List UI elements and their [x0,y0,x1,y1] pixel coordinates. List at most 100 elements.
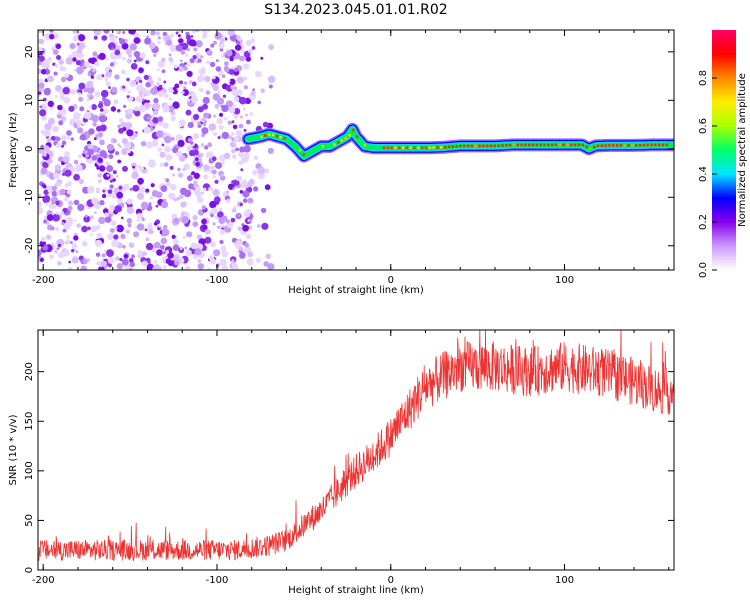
noise-blob [62,207,68,214]
noise-blob [111,193,117,199]
noise-blob [121,42,129,50]
noise-blob [194,182,198,186]
noise-blob [145,60,150,65]
noise-blob [183,86,187,90]
noise-blob [193,133,200,140]
noise-blob [268,84,273,89]
noise-blob [115,256,120,261]
noise-blob [40,68,47,75]
noise-blob [139,79,143,83]
noise-blob [125,229,131,234]
colorbar-label: Normalized spectral amplitude [737,73,748,227]
noise-blob [113,234,119,240]
noise-blob [190,35,194,38]
noise-blob [54,64,59,68]
noise-blob [96,232,102,239]
noise-blob [189,39,197,47]
noise-blob [118,118,124,123]
noise-blob [222,265,229,270]
noise-blob [245,233,252,240]
noise-blob [60,135,67,141]
noise-blob [103,30,110,34]
noise-blob [46,137,52,142]
noise-blob [192,55,197,60]
noise-blob [181,90,185,95]
noise-blob [180,50,186,55]
noise-blob [87,148,94,156]
noise-blob [168,57,173,62]
snr-y-tick-label: 150 [24,412,35,431]
noise-blob [95,187,101,192]
noise-blob [187,98,191,102]
noise-blob [220,104,224,108]
snr-y-tick-label: 100 [24,461,35,480]
signal-track-peak [512,143,516,147]
noise-blob [170,33,175,38]
noise-blob [110,220,117,226]
signal-track-peak [405,146,409,150]
spectrogram-x-tick-label: 100 [555,275,574,286]
noise-blob [199,152,204,157]
noise-blob [132,184,140,192]
noise-blob [67,266,73,270]
noise-blob [132,165,136,169]
noise-blob [101,253,106,258]
noise-blob [201,133,206,138]
noise-blob [122,31,126,34]
noise-blob [174,260,180,266]
noise-blob [233,115,238,119]
signal-track-peak [455,145,458,148]
signal-track-peak [612,144,615,147]
noise-blob [176,150,183,158]
noise-blob [178,172,184,178]
noise-blob [153,123,157,127]
noise-blob [59,95,65,100]
noise-blob [60,76,67,83]
noise-blob [38,55,45,62]
noise-blob [136,192,144,200]
signal-track-peak [482,144,485,148]
noise-blob [126,122,133,129]
noise-blob [242,190,250,198]
noise-blob [232,124,238,130]
noise-blob [248,48,253,54]
noise-blob [38,38,45,45]
snr-x-tick-label: -100 [206,575,229,586]
noise-blob [101,35,108,41]
noise-blob [183,81,188,85]
noise-blob [104,212,109,218]
noise-blob [173,64,178,69]
noise-blob [64,169,72,177]
noise-blob [105,71,112,78]
noise-blob [245,56,251,62]
noise-blob [147,159,156,168]
signal-track-peak [436,146,439,149]
noise-blob [119,145,122,149]
noise-blob [186,175,193,182]
noise-blob [116,224,124,233]
signal-track-peak [570,143,573,147]
noise-blob [59,188,66,196]
noise-blob [63,96,71,104]
signal-track-peak [608,144,611,147]
noise-blob [202,187,207,192]
noise-blob [202,122,207,127]
noise-blob [219,48,224,52]
noise-blob [232,50,236,54]
noise-blob [73,159,79,165]
noise-blob [112,170,117,175]
noise-blob [75,250,79,254]
signal-track-peak [398,146,401,150]
noise-blob [236,40,241,46]
noise-blob [55,43,62,50]
noise-blob [169,165,174,170]
noise-blob [267,75,276,84]
noise-blob [100,108,104,112]
noise-blob [76,51,84,59]
noise-blob [182,89,189,96]
noise-blob [150,183,155,188]
noise-blob [71,243,78,249]
colorbar-bar [712,30,736,270]
noise-blob [123,183,130,190]
noise-blob [239,55,245,62]
